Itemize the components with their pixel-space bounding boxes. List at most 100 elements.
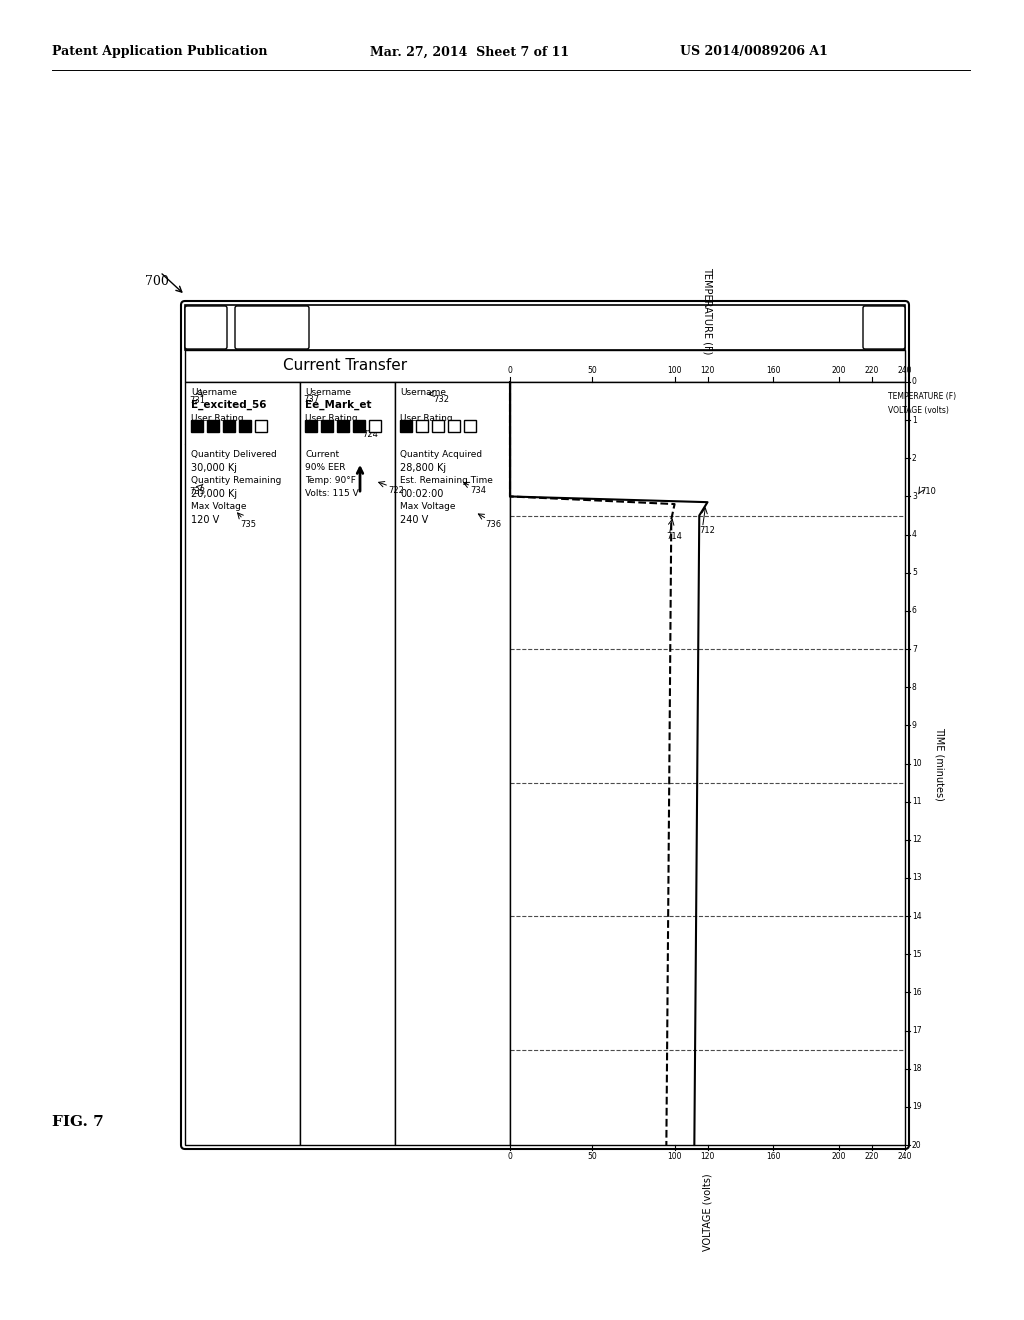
Bar bbox=[305, 420, 317, 432]
Text: Est. Remaining Time: Est. Remaining Time bbox=[400, 477, 493, 484]
Text: 2: 2 bbox=[912, 454, 916, 463]
Text: 724: 724 bbox=[362, 430, 378, 440]
Text: 120 V: 120 V bbox=[191, 515, 219, 525]
Bar bbox=[207, 420, 219, 432]
Text: 731: 731 bbox=[189, 396, 205, 405]
Text: Ee_Mark_et: Ee_Mark_et bbox=[305, 400, 372, 411]
Text: 160: 160 bbox=[766, 1152, 780, 1162]
Text: 4: 4 bbox=[912, 531, 916, 539]
Text: 00:02:00: 00:02:00 bbox=[400, 488, 443, 499]
Bar bbox=[449, 420, 460, 432]
Text: User Rating: User Rating bbox=[191, 414, 244, 422]
Text: 8: 8 bbox=[912, 682, 916, 692]
Text: 0: 0 bbox=[912, 378, 916, 387]
Text: 120: 120 bbox=[700, 1152, 715, 1162]
Text: US 2014/0089206 A1: US 2014/0089206 A1 bbox=[680, 45, 827, 58]
Text: 220: 220 bbox=[865, 366, 880, 375]
Text: 19: 19 bbox=[912, 1102, 922, 1111]
Text: ⇐: ⇐ bbox=[199, 319, 214, 337]
Text: E_excited_56: E_excited_56 bbox=[191, 400, 266, 411]
Bar bbox=[353, 420, 365, 432]
Text: 0: 0 bbox=[508, 366, 512, 375]
Text: 700: 700 bbox=[145, 275, 169, 288]
Text: 12: 12 bbox=[912, 836, 922, 845]
Text: 90% EER: 90% EER bbox=[305, 463, 345, 473]
FancyBboxPatch shape bbox=[181, 301, 909, 1148]
Text: 100: 100 bbox=[668, 1152, 682, 1162]
FancyBboxPatch shape bbox=[185, 306, 227, 348]
Text: 240: 240 bbox=[898, 1152, 912, 1162]
Text: 6: 6 bbox=[912, 606, 916, 615]
Text: 735: 735 bbox=[240, 520, 256, 529]
Text: Quantity Remaining: Quantity Remaining bbox=[191, 477, 282, 484]
Text: 714: 714 bbox=[667, 532, 682, 541]
Text: Patent Application Publication: Patent Application Publication bbox=[52, 45, 267, 58]
Text: TEMPERATURE (F): TEMPERATURE (F) bbox=[888, 392, 956, 401]
Bar bbox=[185, 381, 300, 1144]
Text: 710: 710 bbox=[920, 487, 936, 496]
Text: Max Voltage: Max Voltage bbox=[191, 502, 247, 511]
Text: 734: 734 bbox=[470, 486, 486, 495]
Text: 9: 9 bbox=[912, 721, 916, 730]
Text: VOLTAGE (volts): VOLTAGE (volts) bbox=[888, 405, 949, 414]
Bar bbox=[185, 305, 905, 350]
Text: 50: 50 bbox=[588, 366, 597, 375]
Bar bbox=[191, 420, 203, 432]
Bar bbox=[223, 420, 234, 432]
Text: 16: 16 bbox=[912, 987, 922, 997]
Text: TIME (minutes): TIME (minutes) bbox=[935, 726, 945, 800]
Bar bbox=[369, 420, 381, 432]
Bar bbox=[337, 420, 349, 432]
Text: 15: 15 bbox=[912, 950, 922, 958]
Text: 20,000 Kj: 20,000 Kj bbox=[191, 488, 238, 499]
Text: 733: 733 bbox=[189, 487, 205, 496]
Text: 100: 100 bbox=[668, 366, 682, 375]
Text: Quantity Acquired: Quantity Acquired bbox=[400, 450, 482, 459]
Text: Username: Username bbox=[191, 388, 237, 397]
Text: 30,000 Kj: 30,000 Kj bbox=[191, 463, 237, 473]
Text: 200: 200 bbox=[831, 366, 847, 375]
Text: Current: Current bbox=[305, 450, 339, 459]
Text: ⇒: ⇒ bbox=[877, 319, 892, 337]
Text: 17: 17 bbox=[912, 1026, 922, 1035]
Text: 0: 0 bbox=[508, 1152, 512, 1162]
Text: User Rating: User Rating bbox=[400, 414, 453, 422]
Bar bbox=[432, 420, 444, 432]
Text: 200: 200 bbox=[831, 1152, 847, 1162]
Bar bbox=[510, 381, 905, 1144]
Bar bbox=[321, 420, 333, 432]
Text: 3: 3 bbox=[912, 492, 916, 502]
Bar bbox=[464, 420, 476, 432]
Text: Mar. 27, 2014  Sheet 7 of 11: Mar. 27, 2014 Sheet 7 of 11 bbox=[370, 45, 569, 58]
Text: Temp: 90°F: Temp: 90°F bbox=[305, 477, 356, 484]
Text: III: III bbox=[265, 321, 279, 335]
Text: TEMPERATURE (F): TEMPERATURE (F) bbox=[702, 267, 713, 354]
Text: 732: 732 bbox=[433, 395, 449, 404]
Text: 18: 18 bbox=[912, 1064, 922, 1073]
Text: 11: 11 bbox=[912, 797, 922, 807]
Text: Volts: 115 V: Volts: 115 V bbox=[305, 488, 358, 498]
Text: 1: 1 bbox=[912, 416, 916, 425]
Text: 240: 240 bbox=[898, 366, 912, 375]
Text: 737: 737 bbox=[303, 395, 319, 404]
Text: Max Voltage: Max Voltage bbox=[400, 502, 456, 511]
Text: 712: 712 bbox=[699, 527, 716, 535]
Text: 28,800 Kj: 28,800 Kj bbox=[400, 463, 446, 473]
Text: VOLTAGE (volts): VOLTAGE (volts) bbox=[702, 1173, 713, 1250]
Text: 120: 120 bbox=[700, 366, 715, 375]
Text: 240 V: 240 V bbox=[400, 515, 428, 525]
Text: Username: Username bbox=[305, 388, 351, 397]
Bar bbox=[400, 420, 412, 432]
Text: 14: 14 bbox=[912, 912, 922, 920]
Text: 10: 10 bbox=[912, 759, 922, 768]
FancyBboxPatch shape bbox=[234, 306, 309, 348]
Text: 7: 7 bbox=[912, 644, 916, 653]
Text: 160: 160 bbox=[766, 366, 780, 375]
Text: Username: Username bbox=[400, 388, 446, 397]
Bar bbox=[185, 350, 905, 381]
Text: 722: 722 bbox=[388, 486, 403, 495]
Text: 5: 5 bbox=[912, 568, 916, 577]
Bar bbox=[416, 420, 428, 432]
Text: 220: 220 bbox=[865, 1152, 880, 1162]
Bar bbox=[395, 381, 510, 1144]
